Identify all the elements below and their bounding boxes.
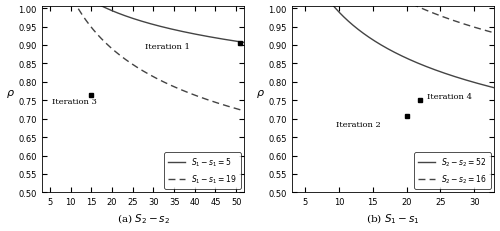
X-axis label: (b) $S_1 - s_1$: (b) $S_1 - s_1$ <box>366 212 420 225</box>
Text: Iteration 3: Iteration 3 <box>52 97 97 106</box>
Legend: $S_2 - s_2 = 52$, $S_2 - s_2 = 16$: $S_2 - s_2 = 52$, $S_2 - s_2 = 16$ <box>414 152 490 189</box>
X-axis label: (a) $S_2 - s_2$: (a) $S_2 - s_2$ <box>116 212 170 225</box>
Text: Iteration 4: Iteration 4 <box>427 92 472 100</box>
Y-axis label: $\rho$: $\rho$ <box>6 88 15 100</box>
Text: Iteration 2: Iteration 2 <box>336 121 380 129</box>
Y-axis label: $\rho$: $\rho$ <box>256 88 264 100</box>
Text: Iteration 1: Iteration 1 <box>145 43 190 51</box>
Legend: $S_1 - s_1 = 5$, $S_1 - s_1 = 19$: $S_1 - s_1 = 5$, $S_1 - s_1 = 19$ <box>164 152 240 189</box>
